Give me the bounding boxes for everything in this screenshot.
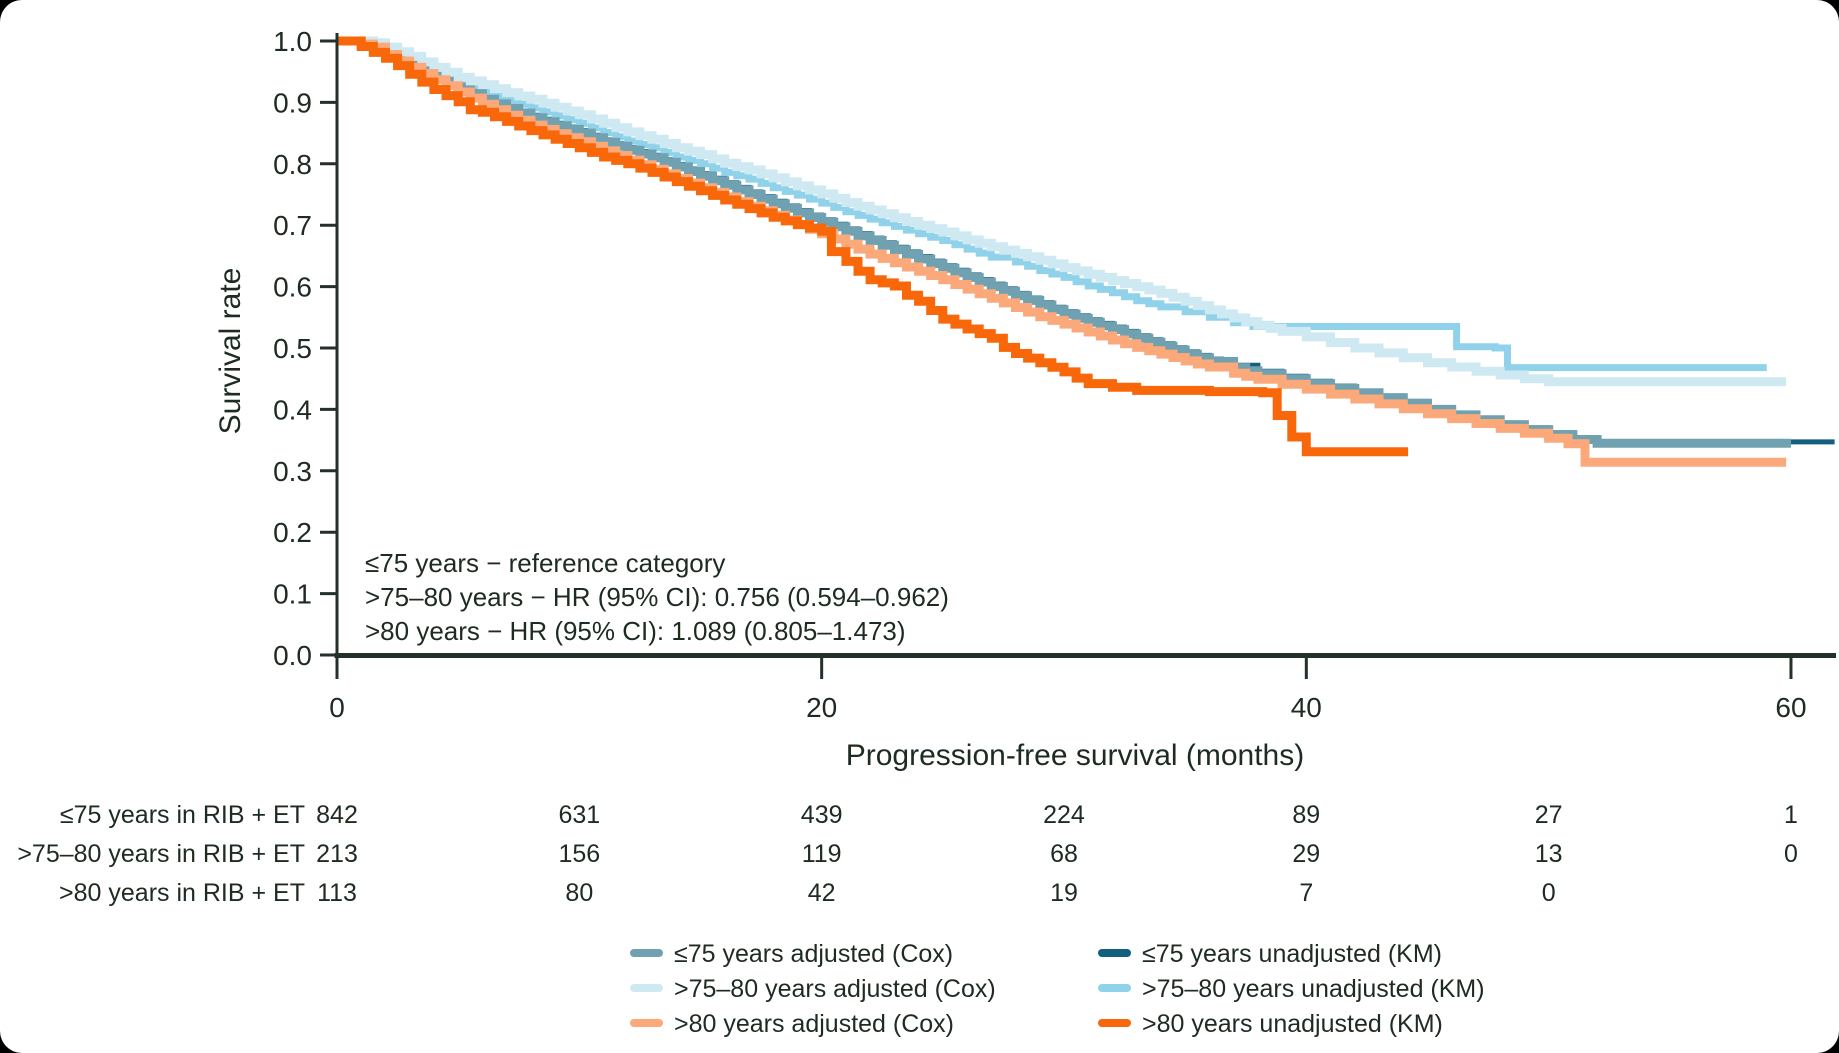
risk-value: 119 [802,840,842,868]
y-tick-label: 0.3 [273,456,312,487]
y-tick-label: 1.0 [273,26,312,57]
y-tick-label: 0.5 [273,333,312,364]
x-tick-label: 40 [1291,692,1322,723]
y-tick-label: 0.1 [273,579,312,610]
y-tick-label: 0.0 [273,640,312,671]
risk-value: 842 [316,801,358,829]
legend-swatch-cox_le75 [630,949,663,957]
legend-label-cox_gt80: >80 years adjusted (Cox) [674,1010,954,1038]
legend-swatch-km_gt80 [1098,1019,1131,1027]
risk-value: 68 [1050,840,1078,868]
x-axis-ticks: 0 20 40 60 [329,656,1807,723]
y-tick-label: 0.2 [273,517,312,548]
risk-value: 13 [1535,840,1563,868]
risk-value: 439 [801,801,843,829]
risk-value: 89 [1292,801,1320,829]
y-axis-title: Survival rate [214,268,247,435]
risk-value: 80 [565,879,593,907]
axes [334,33,1836,658]
risk-row-label: >80 years in RIB + ET [59,879,305,907]
legend-label-km_le75: ≤75 years unadjusted (KM) [1142,940,1442,968]
legend-label-km_gt80: >80 years unadjusted (KM) [1142,1010,1443,1038]
legend-label-cox_le75: ≤75 years adjusted (Cox) [674,940,953,968]
risk-row-label: >75–80 years in RIB + ET [17,840,305,868]
x-tick-label: 60 [1775,692,1806,723]
risk-value: 0 [1542,879,1556,907]
legend-label-cox_75_80: >75–80 years adjusted (Cox) [674,975,996,1003]
y-axis-ticks: 0.0 0.1 0.2 0.3 0.4 0.5 0.6 0.7 0.8 0.9 1.0 [273,26,337,671]
risk-value: 631 [558,801,600,829]
annotation-line-hr-75-80: >75–80 years − HR (95% CI): 0.756 (0.594… [365,582,949,612]
risk-value: 113 [317,879,357,907]
x-tick-label: 0 [329,692,345,723]
legend-swatch-km_le75 [1098,949,1131,957]
risk-value: 224 [1043,801,1085,829]
x-tick-label: 20 [806,692,837,723]
y-tick-label: 0.7 [273,210,312,241]
risk-row-label: ≤75 years in RIB + ET [60,801,305,829]
y-tick-label: 0.6 [273,272,312,303]
annotation-line-reference: ≤75 years − reference category [365,548,725,578]
risk-value: 0 [1784,840,1798,868]
risk-value: 19 [1050,879,1078,907]
risk-value: 29 [1292,840,1320,868]
legend-swatch-cox_75_80 [630,984,663,992]
risk-value: 1 [1784,801,1798,829]
legend-swatch-km_75_80 [1098,984,1131,992]
y-tick-label: 0.9 [273,87,312,118]
risk-value: 156 [558,840,600,868]
legend-label-km_75_80: >75–80 years unadjusted (KM) [1142,975,1485,1003]
risk-value: 7 [1299,879,1313,907]
survival-curves [337,36,1835,467]
hr-annotation: ≤75 years − reference category >75–80 ye… [365,548,949,646]
risk-value: 213 [316,840,358,868]
x-axis-title: Progression-free survival (months) [846,739,1304,772]
risk-value: 42 [808,879,836,907]
y-tick-label: 0.4 [273,394,312,425]
risk-value: 27 [1535,801,1563,829]
y-tick-label: 0.8 [273,149,312,180]
annotation-line-hr-80: >80 years − HR (95% CI): 1.089 (0.805–1.… [365,616,906,646]
legend: ≤75 years adjusted (Cox) >75–80 years adj… [630,940,1485,1038]
curve-cox_75_80 [337,36,1787,387]
number-at-risk-table: ≤75 years in RIB + ET 842 631 439 224 89 27 1 >7… [17,801,1798,907]
curve-km_gt80 [337,36,1409,457]
legend-swatch-cox_gt80 [630,1019,663,1027]
